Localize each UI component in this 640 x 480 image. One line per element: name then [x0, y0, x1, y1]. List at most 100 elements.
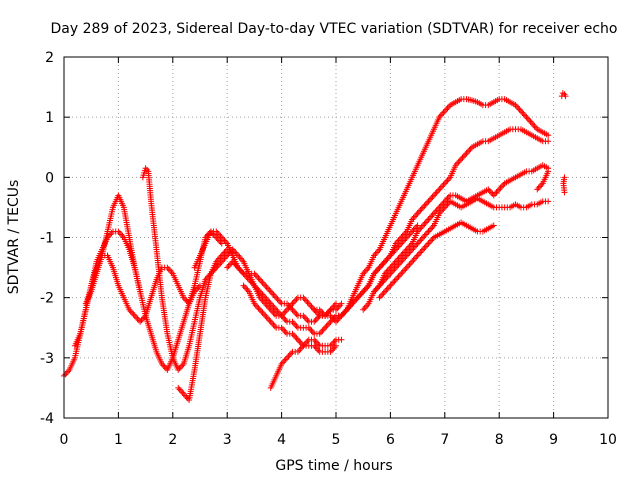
data-point-marker — [237, 255, 244, 262]
data-point-marker — [381, 258, 388, 265]
data-point-marker — [260, 311, 267, 318]
data-point-marker — [165, 266, 172, 273]
data-point-marker — [296, 347, 303, 354]
data-point-marker — [260, 299, 267, 306]
data-point-marker — [402, 236, 409, 243]
data-point-marker — [307, 326, 314, 333]
data-point-marker — [490, 192, 497, 199]
data-point-marker — [407, 248, 414, 255]
data-point-marker — [326, 320, 333, 327]
data-point-marker — [401, 267, 407, 274]
data-point-marker — [300, 342, 307, 349]
data-point-marker — [130, 311, 137, 318]
x-tick-label: 10 — [599, 432, 617, 448]
data-point-marker — [217, 232, 224, 239]
data-point-marker — [259, 297, 266, 304]
data-point-marker — [274, 296, 281, 303]
data-point-marker — [395, 237, 402, 244]
data-point-marker — [312, 344, 319, 351]
data-point-marker — [433, 189, 440, 196]
data-point-marker — [335, 303, 342, 310]
data-point-marker — [392, 258, 399, 265]
data-point-marker — [398, 234, 405, 241]
data-point-marker — [413, 242, 420, 249]
data-point-marker — [305, 324, 312, 331]
data-point-marker — [399, 257, 406, 264]
data-point-marker — [439, 111, 446, 118]
data-point-marker — [216, 255, 223, 262]
data-point-marker — [421, 220, 428, 227]
data-point-marker — [327, 348, 334, 355]
chart-title: Day 289 of 2023, Sidereal Day-to-day VTE… — [51, 21, 618, 37]
data-point-marker — [216, 237, 223, 244]
data-point-marker — [428, 225, 435, 232]
data-point-marker — [402, 254, 409, 261]
data-point-marker — [401, 249, 407, 256]
data-point-marker — [300, 312, 307, 319]
data-point-marker — [225, 263, 232, 270]
data-point-marker — [224, 264, 231, 271]
data-point-marker — [301, 314, 308, 321]
data-point-marker — [395, 273, 402, 280]
data-point-marker — [269, 308, 276, 315]
data-point-marker — [417, 237, 424, 244]
data-point-marker — [360, 306, 367, 313]
data-point-marker — [520, 111, 527, 118]
data-point-marker — [425, 240, 432, 247]
data-point-marker — [406, 249, 413, 256]
data-point-marker — [396, 254, 403, 261]
data-point-marker — [118, 231, 125, 238]
data-point-marker — [243, 285, 250, 292]
data-point-marker — [309, 329, 316, 336]
data-point-marker — [265, 315, 271, 322]
data-point-marker — [562, 93, 569, 100]
data-point-marker — [410, 257, 417, 264]
data-point-marker — [303, 315, 310, 322]
data-point-marker — [293, 296, 300, 303]
data-point-marker — [183, 393, 190, 400]
data-point-marker — [426, 214, 433, 221]
data-point-marker — [361, 305, 368, 312]
data-point-marker — [292, 333, 299, 340]
data-point-marker — [466, 147, 473, 154]
data-point-marker — [331, 344, 338, 351]
data-point-marker — [414, 252, 421, 259]
data-point-marker — [440, 205, 447, 212]
data-point-marker — [440, 109, 447, 116]
data-point-marker — [443, 178, 450, 185]
data-point-marker — [294, 348, 301, 355]
data-point-marker — [526, 117, 533, 124]
data-point-marker — [373, 249, 380, 256]
data-point-marker — [334, 317, 341, 324]
data-point-marker — [222, 254, 229, 261]
data-point-marker — [428, 195, 435, 202]
data-point-marker — [311, 318, 318, 325]
data-point-marker — [313, 345, 320, 352]
data-point-marker — [421, 202, 428, 209]
data-point-marker — [463, 150, 470, 157]
data-point-marker — [497, 184, 504, 191]
data-point-marker — [216, 231, 223, 238]
data-point-marker — [259, 279, 266, 286]
data-point-marker — [269, 320, 276, 327]
axes: 0 1 2 3 4 5 6 7 8 9 10 -4 -3 -2 -1 0 1 2 — [40, 50, 617, 448]
data-point-marker — [418, 223, 425, 230]
data-point-marker — [266, 305, 273, 312]
data-point-marker — [422, 231, 429, 238]
data-point-marker — [545, 198, 552, 205]
data-point-marker — [139, 315, 146, 322]
data-point-marker — [308, 303, 315, 310]
data-point-marker — [318, 308, 325, 315]
data-point-marker — [217, 260, 224, 267]
data-point-marker — [522, 112, 529, 119]
data-point-marker — [403, 246, 410, 253]
data-point-marker — [492, 190, 499, 197]
series-sat-k — [333, 126, 552, 319]
data-point-marker — [290, 320, 297, 327]
data-point-marker — [430, 192, 437, 199]
data-point-marker — [432, 208, 439, 215]
data-point-marker — [413, 254, 420, 261]
data-point-marker — [391, 260, 398, 267]
x-tick-label: 0 — [60, 432, 69, 448]
data-point-marker — [258, 278, 265, 285]
